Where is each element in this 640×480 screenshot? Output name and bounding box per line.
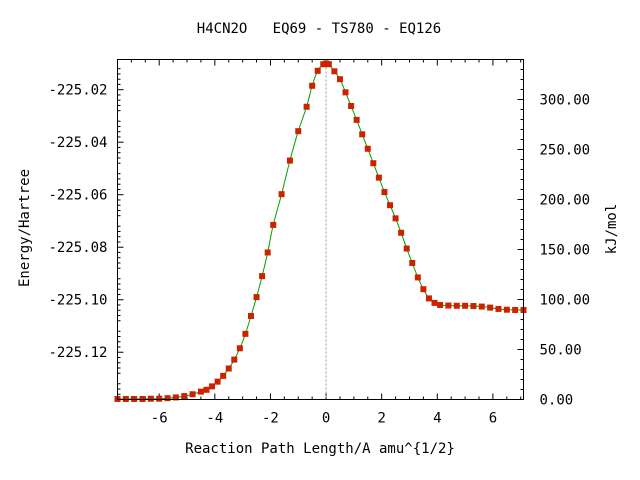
data-point-marker [309,82,316,89]
ticks-layer: -6 -4 -2 0 2 4 6 -225.02 -225.04 -225.06 -225.08 -2… [48,59,591,427]
data-point-marker [375,174,382,181]
data-point-marker [453,302,460,309]
y2-axis-label: kJ/mol [604,204,620,255]
data-point-marker [325,61,332,68]
y2-tick-label: 250.00 [540,143,591,159]
data-point-marker [353,116,360,123]
data-point-marker [387,202,394,209]
data-point-marker [431,299,438,306]
y-tick-label: -225.10 [48,293,107,309]
data-point-marker [470,303,477,310]
data-point-marker [364,145,371,152]
y2-tick-label: 150.00 [540,243,591,259]
y2-tick-label: 50.00 [540,343,582,359]
y2-tick-label: 300.00 [540,93,591,109]
data-point-marker [225,365,232,372]
data-point-marker [131,395,138,402]
data-point-marker [314,67,321,74]
data-point-marker [420,286,427,293]
x-tick-label: 6 [489,411,497,427]
data-point-marker [172,394,179,401]
data-point-marker [503,306,510,313]
data-point-marker [242,330,249,337]
markers-layer [114,60,527,402]
x-axis-label: Reaction Path Length/A amu^{1/2} [185,441,455,457]
plot-area-frame [117,59,524,400]
data-point-marker [403,245,410,252]
x-tick-label: 0 [322,411,330,427]
data-point-marker [156,395,163,402]
data-point-marker [278,191,285,198]
data-point-marker [236,345,243,352]
data-point-marker [437,301,444,308]
data-point-marker [409,259,416,266]
data-point-marker [478,303,485,310]
chart-title: H4CN2O EQ69 - TS780 - EQ126 [197,21,441,37]
data-point-marker [181,393,188,400]
data-point-marker [247,313,254,320]
data-point-marker [381,189,388,196]
data-point-marker [270,221,277,228]
data-point-marker [122,395,129,402]
data-point-marker [495,305,502,312]
data-point-marker [331,68,338,75]
energy-curve-line [117,62,524,400]
data-point-marker [286,157,293,164]
y-tick-label: -225.02 [48,83,107,99]
data-point-marker [189,391,196,398]
x-tick-label: 2 [377,411,385,427]
data-point-marker [139,395,146,402]
data-point-marker [220,372,227,379]
data-point-marker [462,302,469,309]
y-tick-label: -225.06 [48,188,107,204]
data-point-marker [348,102,355,109]
data-point-marker [264,249,271,256]
data-point-marker [512,306,519,313]
data-point-marker [147,395,154,402]
data-point-marker [164,395,171,402]
x-tick-label: -2 [262,411,279,427]
x-tick-label: 4 [433,411,441,427]
data-point-marker [214,378,221,385]
y2-tick-label: 100.00 [540,293,591,309]
data-point-marker [253,294,260,301]
x-tick-label: -6 [151,411,168,427]
data-point-marker [231,356,238,363]
data-point-marker [445,302,452,309]
data-point-marker [336,76,343,83]
x-tick-label: -4 [206,411,223,427]
data-point-marker [398,229,405,236]
data-point-marker [359,131,366,138]
y-axis-label: Energy/Hartree [17,169,33,287]
y2-tick-label: 200.00 [540,193,591,209]
data-point-marker [414,274,421,281]
data-point-marker [303,103,310,110]
data-point-marker [487,304,494,311]
y2-tick-label: 0.00 [540,393,574,409]
y-tick-label: -225.08 [48,240,107,256]
data-point-marker [197,388,204,395]
data-point-marker [425,295,432,302]
y-tick-label: -225.12 [48,345,107,361]
data-point-marker [342,89,349,96]
data-point-marker [295,128,302,135]
data-point-marker [259,273,266,280]
data-point-marker [392,215,399,222]
y-tick-label: -225.04 [48,135,107,151]
data-point-marker [203,386,210,393]
data-point-marker [209,383,216,390]
data-point-marker [370,160,377,167]
